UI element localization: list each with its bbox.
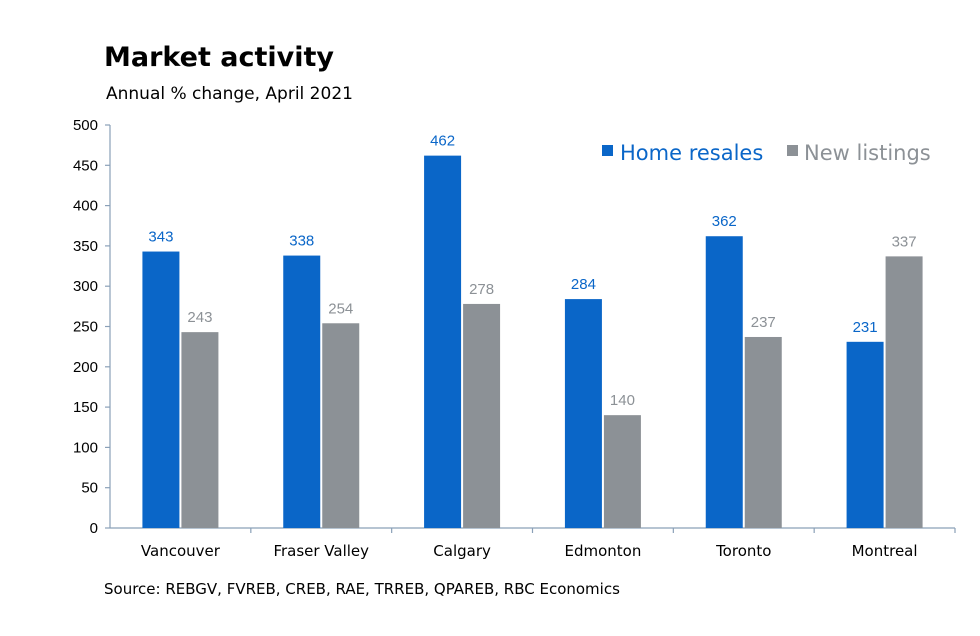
y-tick-label: 150 <box>73 399 98 416</box>
data-label-home-resales: 231 <box>853 319 878 336</box>
bar-new-listings <box>463 303 501 528</box>
source-note: Source: REBGV, FVREB, CREB, RAE, TRREB, … <box>104 580 620 598</box>
data-label-home-resales: 343 <box>148 229 173 246</box>
bar-new-listings <box>744 336 782 528</box>
y-tick-label: 400 <box>73 198 98 215</box>
y-tick-label: 250 <box>73 319 98 336</box>
bar-new-listings <box>322 323 360 528</box>
bar-home-resales <box>705 236 743 528</box>
data-label-home-resales: 462 <box>430 133 455 150</box>
data-label-home-resales: 338 <box>289 233 314 250</box>
data-label-home-resales: 284 <box>571 276 596 293</box>
x-category-label: Edmonton <box>564 542 641 560</box>
bar-home-resales <box>424 155 462 529</box>
y-tick-label: 350 <box>73 238 98 255</box>
y-tick-label: 200 <box>73 359 98 376</box>
x-category-label: Vancouver <box>141 542 221 560</box>
y-tick-label: 100 <box>73 439 98 456</box>
x-category-label: Fraser Valley <box>273 542 369 560</box>
data-label-new-listings: 140 <box>610 392 635 409</box>
x-category-label: Toronto <box>715 542 771 560</box>
data-label-new-listings: 243 <box>187 309 212 326</box>
y-tick-label: 500 <box>73 117 98 134</box>
bar-home-resales <box>564 299 602 528</box>
y-tick-label: 50 <box>81 480 98 497</box>
data-label-home-resales: 362 <box>712 213 737 230</box>
legend-swatch-home-resales <box>602 145 613 156</box>
bar-new-listings <box>885 256 923 528</box>
bar-new-listings <box>603 415 641 528</box>
x-category-label: Montreal <box>852 542 918 560</box>
legend-label-new-listings: New listings <box>804 141 931 165</box>
bar-new-listings <box>181 332 219 528</box>
chart-subtitle: Annual % change, April 2021 <box>106 84 353 104</box>
legend-swatch-new-listings <box>787 145 798 156</box>
bar-home-resales <box>142 251 180 529</box>
y-tick-label: 0 <box>90 520 98 537</box>
bar-home-resales <box>283 255 321 528</box>
y-tick-label: 300 <box>73 278 98 295</box>
data-label-new-listings: 254 <box>328 300 353 317</box>
data-label-new-listings: 278 <box>469 281 494 298</box>
data-label-new-listings: 337 <box>892 233 917 250</box>
chart-title: Market activity <box>104 42 335 73</box>
legend-label-home-resales: Home resales <box>620 141 763 165</box>
bar-home-resales <box>846 341 884 528</box>
x-category-label: Calgary <box>433 542 491 560</box>
data-label-new-listings: 237 <box>751 314 776 331</box>
y-tick-label: 450 <box>73 157 98 174</box>
